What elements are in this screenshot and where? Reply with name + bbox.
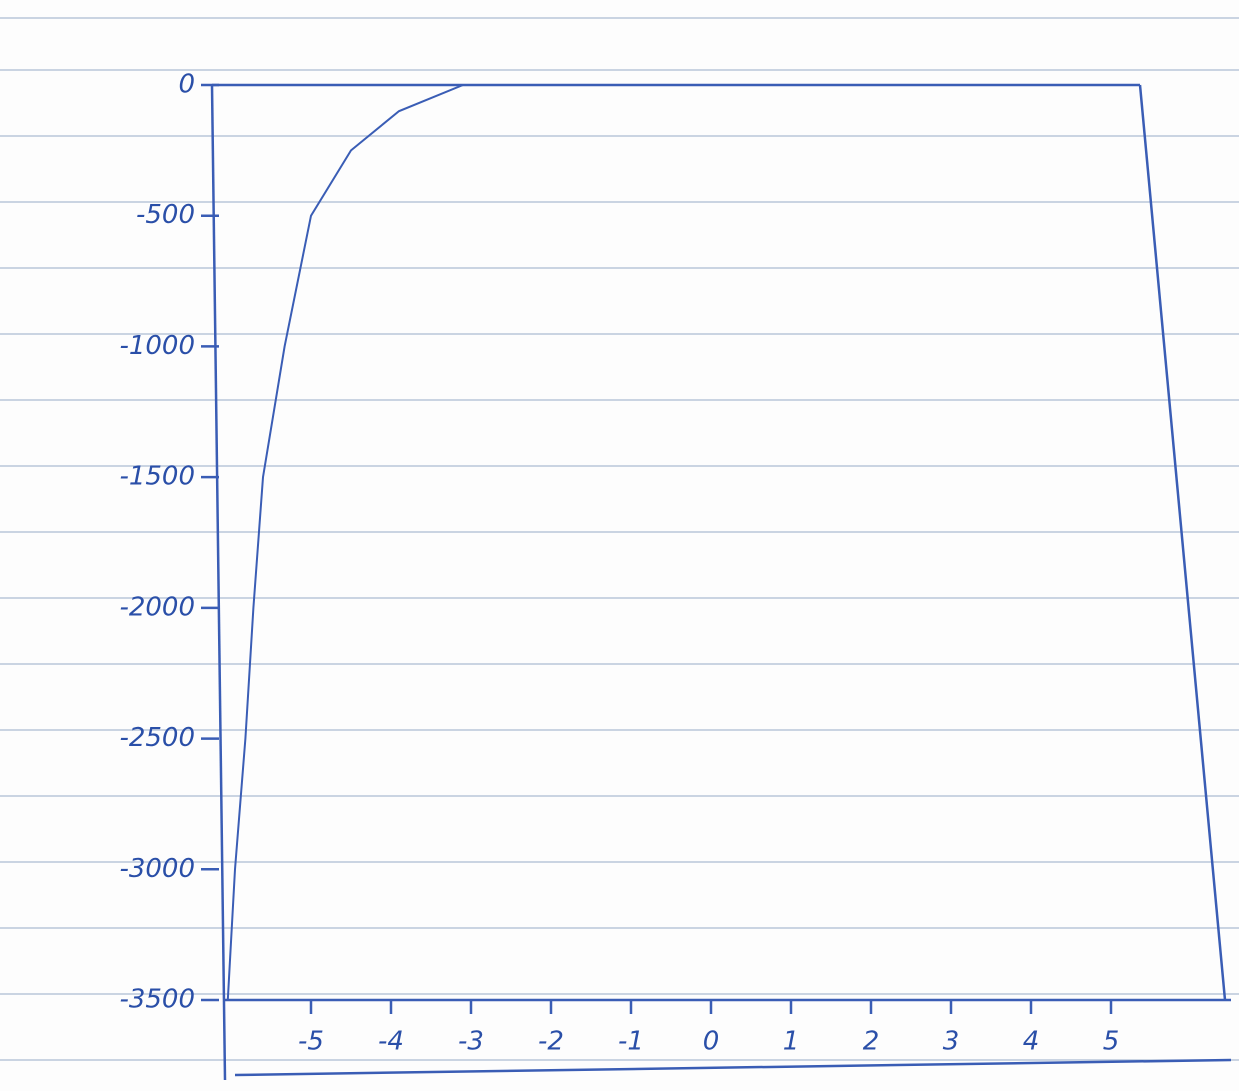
y-tick-label: -3500 — [119, 985, 195, 1015]
x-tick-label: 4 — [1023, 1027, 1040, 1057]
chart: 0 -500 -1000 -1500 -2000 -2500 -3000 -3500 -5 -4 -… — [0, 0, 1239, 1091]
x-tick-label: -2 — [538, 1027, 564, 1057]
y-tick-label: -2000 — [119, 592, 195, 622]
y-tick-label: -1500 — [119, 462, 195, 492]
y-tick-label: -500 — [136, 200, 195, 230]
x-tick-label: 0 — [703, 1027, 720, 1057]
x-tick-label: 5 — [1103, 1027, 1120, 1057]
y-tick-label: -3000 — [119, 854, 195, 884]
x-tick-label: 1 — [783, 1027, 800, 1057]
x-tick-label: -4 — [378, 1027, 404, 1057]
y-tick-label: -1000 — [119, 331, 195, 361]
y-tick-label: -2500 — [119, 723, 195, 753]
paper-lines — [0, 18, 1239, 1060]
x-tick-label: 3 — [943, 1027, 960, 1057]
x-tick-label: -1 — [618, 1027, 644, 1057]
page: {"chart_data": {"type": "line", "x": [-6… — [0, 0, 1239, 1091]
y-tick-label: 0 — [178, 70, 195, 100]
x-tick-label: -5 — [298, 1027, 324, 1057]
frame — [212, 85, 1231, 1080]
x-tick-label: 2 — [863, 1027, 880, 1057]
x-tick-label: -3 — [458, 1027, 484, 1057]
